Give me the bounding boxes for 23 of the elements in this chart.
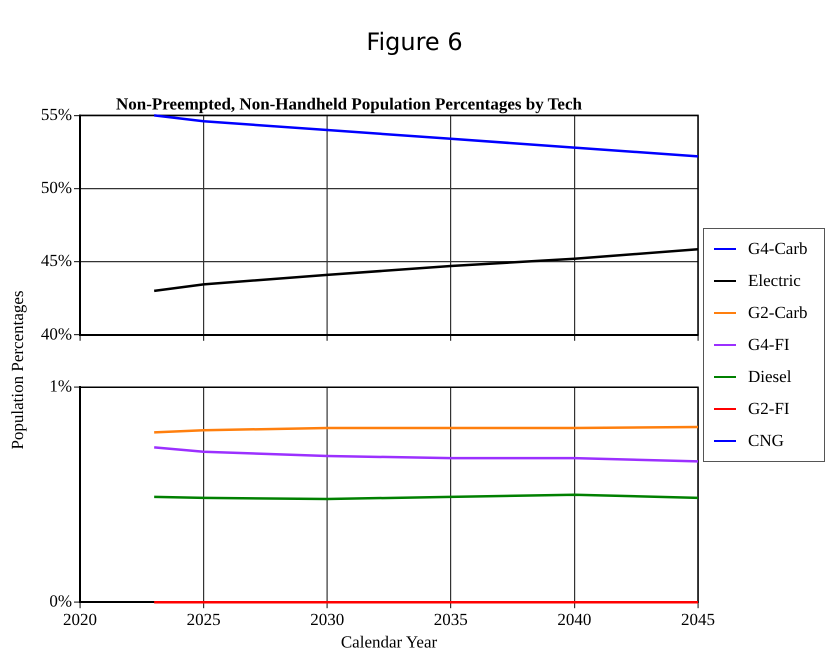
x-tick-label: 2025 <box>186 610 221 629</box>
legend-label: CNG <box>748 431 784 451</box>
legend-label: Diesel <box>748 367 792 387</box>
caption: Figure 6 <box>365 28 464 56</box>
legend-label: G2-FI <box>748 399 790 419</box>
y-tick-label: 55% <box>40 104 72 124</box>
x-tick-label: 2030 <box>310 610 344 629</box>
legend-label: G4-Carb <box>748 239 808 259</box>
y-tick-label: 1% <box>49 376 72 396</box>
y-tick-label: 40% <box>40 324 72 344</box>
y-tick-label: 0% <box>49 592 72 611</box>
legend-label: G4-FI <box>748 335 790 355</box>
legend-label: Electric <box>748 271 801 291</box>
x-tick-label: 2040 <box>557 610 592 629</box>
legend-label: G2-Carb <box>748 303 808 323</box>
x-axis-title: Calendar Year <box>340 632 438 652</box>
y-tick-label: 50% <box>40 178 72 197</box>
chart-title: Non-Preempted, Non-Handheld Population Percentages by Tech <box>116 94 583 114</box>
y-axis-title: Population Percentages <box>8 290 28 450</box>
x-tick-label: 2020 <box>63 610 97 629</box>
y-tick-label: 45% <box>40 251 72 270</box>
x-tick-label: 2045 <box>681 610 715 629</box>
x-tick-label: 2035 <box>434 610 468 629</box>
